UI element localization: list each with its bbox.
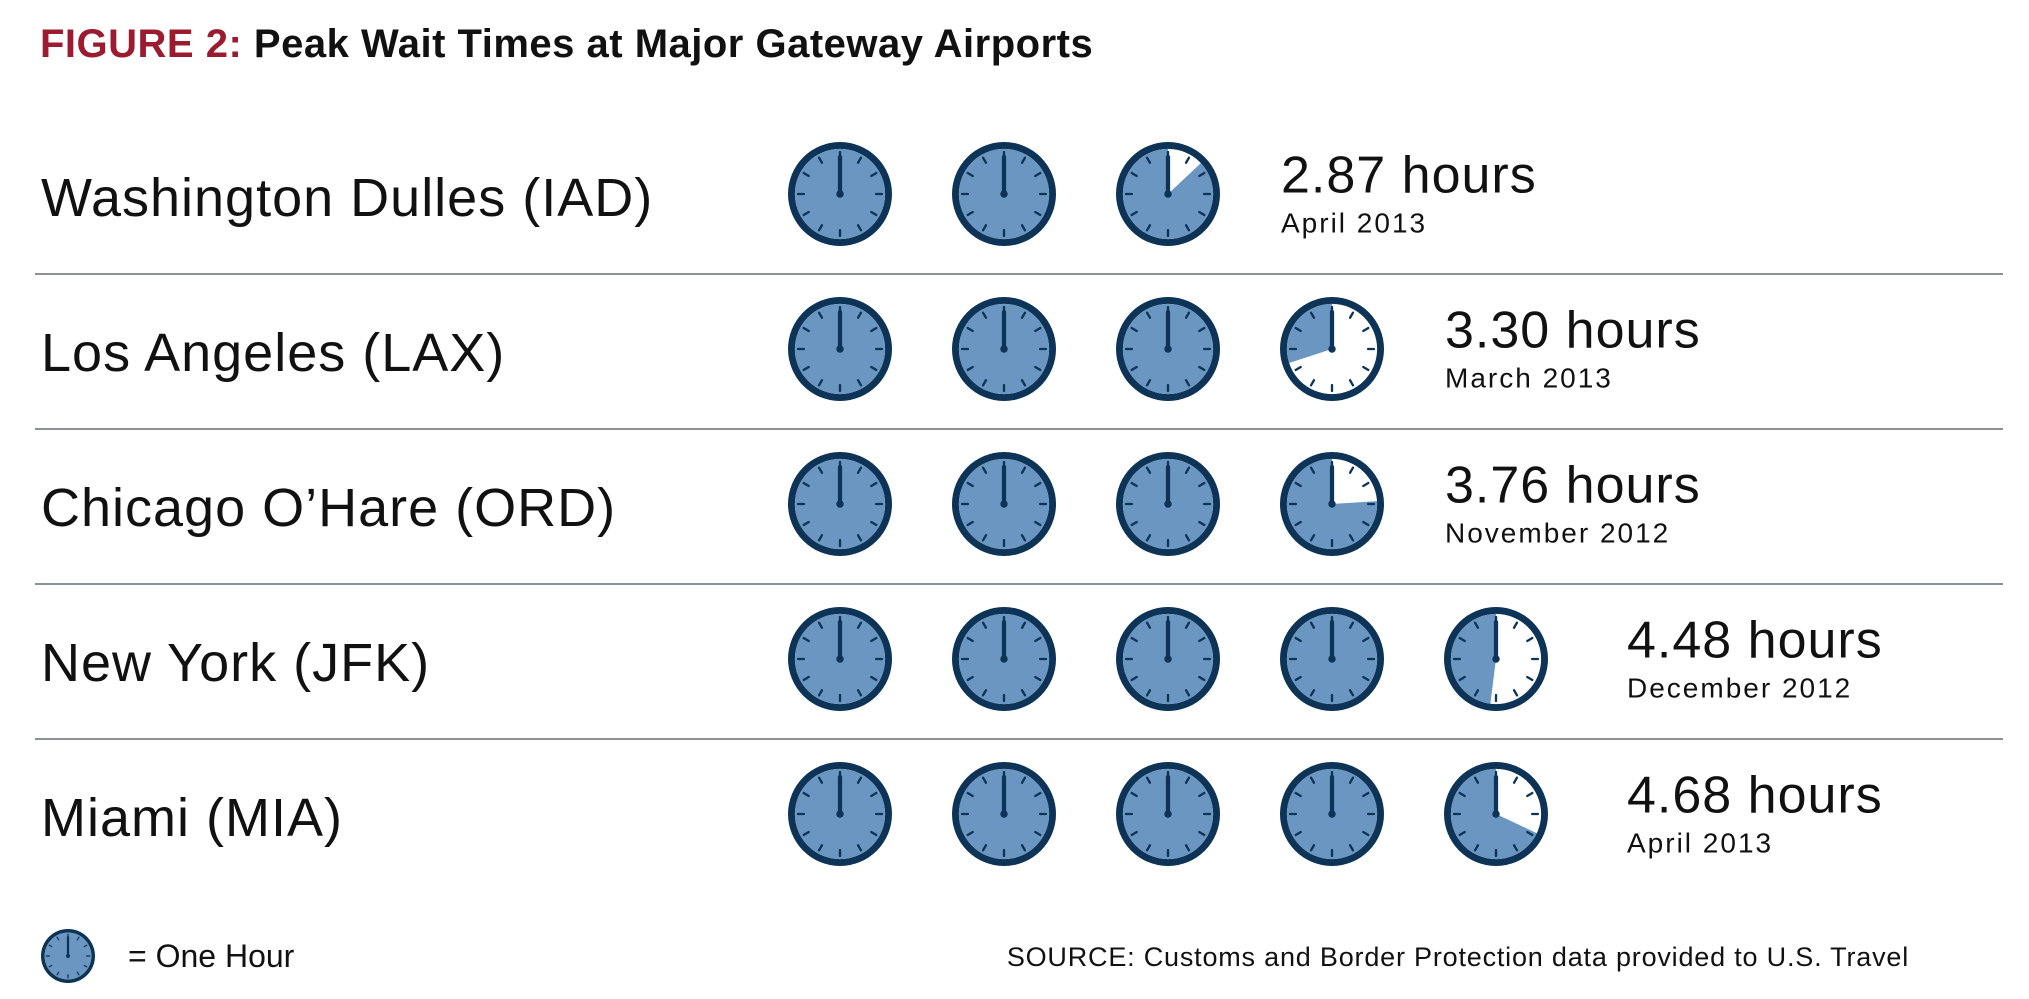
airport-name: Chicago O’Hare (ORD) — [41, 477, 617, 538]
airport-name: Los Angeles (LAX) — [41, 322, 506, 383]
row-divider — [35, 428, 2003, 430]
row-divider — [35, 273, 2003, 275]
figure-label: FIGURE 2: — [40, 22, 243, 66]
value-label-block: 4.48 hours December 2012 — [1627, 610, 1883, 704]
clock-icon-full-hour — [1280, 606, 1384, 711]
clock-icon-full-hour — [788, 761, 892, 866]
pictograph-row: Washington Dulles (IAD) 2.87 hours April 2… — [35, 120, 2003, 275]
figure-title-text: Peak Wait Times at Major Gateway Airport… — [253, 22, 1094, 66]
clock-icon-full-hour — [952, 606, 1056, 711]
wait-time-value: 3.76 hours — [1445, 455, 1701, 514]
clock-icon-partial-hour — [1280, 296, 1384, 401]
clock-icon-partial-hour — [1444, 761, 1548, 866]
measurement-date: December 2012 — [1627, 671, 1853, 703]
clock-icon-partial-hour — [1444, 606, 1548, 711]
row-divider — [35, 738, 2003, 740]
value-label-block: 4.68 hours April 2013 — [1627, 765, 1883, 859]
clock-icon-full-hour — [952, 761, 1056, 866]
clock-icon-partial-hour — [1280, 451, 1384, 556]
wait-time-value: 2.87 hours — [1281, 145, 1537, 204]
clock-icon-full-hour — [952, 451, 1056, 556]
measurement-date: March 2013 — [1445, 361, 1613, 393]
value-label-block: 2.87 hours April 2013 — [1281, 145, 1537, 239]
value-label-block: 3.30 hours March 2013 — [1445, 300, 1701, 394]
chart-title: FIGURE 2: Peak Wait Times at Major Gatew… — [40, 22, 1093, 67]
pictograph-row: Chicago O’Hare (ORD) 3.76 hours November 2… — [35, 430, 2003, 585]
source-note: SOURCE: Customs and Border Protection da… — [1006, 942, 1909, 972]
row-divider — [35, 583, 2003, 585]
clock-icon-full-hour — [1116, 606, 1220, 711]
airport-name: Miami (MIA) — [41, 787, 343, 848]
airport-name: Washington Dulles (IAD) — [41, 167, 654, 228]
pictograph-row: New York (JFK) 4.48 hours December 2012 — [35, 585, 2003, 740]
legend-clock-icon — [41, 929, 95, 983]
measurement-date: April 2013 — [1281, 206, 1428, 238]
clock-icon-full-hour — [1116, 296, 1220, 401]
pictograph-row: Los Angeles (LAX) 3.30 hours March 2013 — [35, 275, 2003, 430]
measurement-date: November 2012 — [1445, 516, 1671, 548]
clock-icon-full-hour — [788, 296, 892, 401]
clock-icon-full-hour — [952, 296, 1056, 401]
clock-icon-full-hour — [788, 451, 892, 556]
measurement-date: April 2013 — [1627, 826, 1774, 858]
wait-time-value: 4.68 hours — [1627, 765, 1883, 824]
clock-icon-partial-hour — [1116, 141, 1220, 246]
clock-icon-full-hour — [788, 141, 892, 246]
clock-icon-full-hour — [788, 606, 892, 711]
clock-icon-full-hour — [952, 141, 1056, 246]
clock-icon-full-hour — [1116, 761, 1220, 866]
airport-name: New York (JFK) — [41, 632, 431, 693]
clock-icon-full-hour — [1280, 761, 1384, 866]
wait-time-value: 3.30 hours — [1445, 300, 1701, 359]
legend-label: = One Hour — [128, 938, 295, 974]
pictograph-row: Miami (MIA) 4.68 hours April 2013 — [35, 740, 2003, 895]
clock-icon-full-hour — [1116, 451, 1220, 556]
wait-time-value: 4.48 hours — [1627, 610, 1883, 669]
value-label-block: 3.76 hours November 2012 — [1445, 455, 1701, 549]
